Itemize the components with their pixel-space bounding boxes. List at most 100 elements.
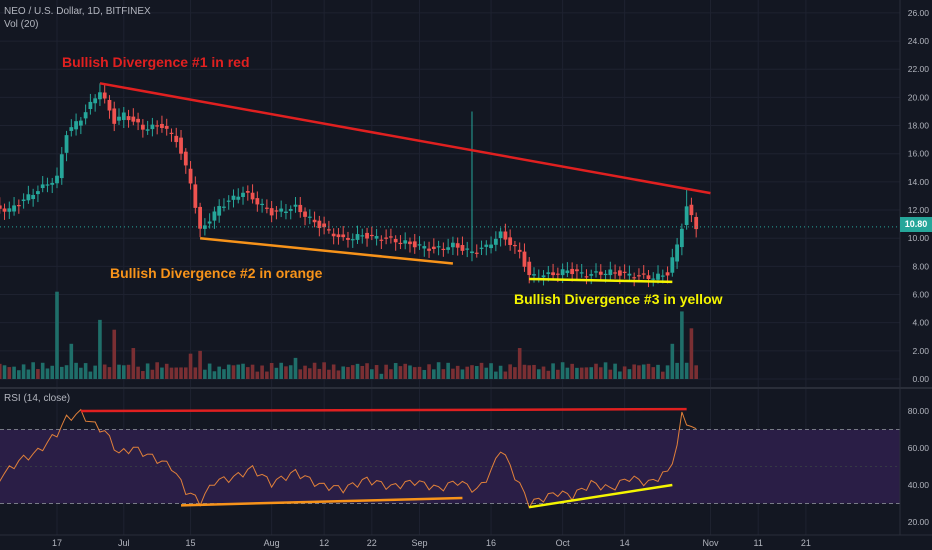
volume-bar xyxy=(288,365,293,379)
candle-body xyxy=(64,135,69,153)
volume-bar xyxy=(465,366,470,379)
volume-bar xyxy=(513,367,517,379)
candle-body xyxy=(594,271,598,273)
candle-body xyxy=(465,248,470,250)
candle-body xyxy=(303,211,307,217)
price-tick-label: 6.00 xyxy=(912,290,929,300)
candle-body xyxy=(169,132,174,134)
volume-bar xyxy=(346,367,350,379)
volume-bar xyxy=(389,369,393,379)
volume-bar xyxy=(656,364,660,379)
volume-bar xyxy=(484,367,489,379)
candle-body xyxy=(398,242,403,245)
candle-body xyxy=(131,116,136,122)
volume-bar xyxy=(632,364,636,379)
volume-bar xyxy=(522,364,527,379)
price-tick-label: 14.00 xyxy=(908,177,930,187)
volume-bar xyxy=(489,363,493,379)
candle-body xyxy=(40,184,45,189)
rsi-line xyxy=(0,408,697,509)
candle-body xyxy=(656,273,660,280)
time-tick-label: Jul xyxy=(118,538,130,548)
volume-bar xyxy=(141,371,145,379)
volume-bar xyxy=(517,348,522,379)
divergence-line-yellow-price xyxy=(529,277,673,284)
volume-bar xyxy=(203,369,207,379)
candle-body xyxy=(522,251,527,267)
volume-bar xyxy=(589,367,594,379)
volume-bar xyxy=(145,363,150,379)
candle-body xyxy=(451,242,455,248)
volume-bar xyxy=(102,364,107,379)
candle-body xyxy=(307,216,312,218)
volume-bar xyxy=(222,369,226,379)
volume-bar xyxy=(155,362,159,379)
candle-body xyxy=(689,204,694,216)
candle-body xyxy=(121,112,126,120)
volume-bar xyxy=(598,367,603,379)
candle-body xyxy=(622,271,627,273)
candle-body xyxy=(136,118,140,123)
volume-bar xyxy=(21,364,26,379)
volume-bar xyxy=(260,365,264,379)
candle-body xyxy=(78,120,83,126)
volume-bar xyxy=(408,365,412,379)
volume-bar xyxy=(660,371,665,379)
candle-body xyxy=(579,272,584,274)
volume-bar xyxy=(474,366,479,379)
price-tick-label: 0.00 xyxy=(912,374,929,384)
candle-body xyxy=(83,112,88,119)
candle-body xyxy=(226,200,231,202)
volume-bar xyxy=(241,363,245,379)
candle-body xyxy=(260,203,265,206)
annotation-divergence-2: Bullish Divergence #2 in orange xyxy=(110,265,323,281)
volume-bar xyxy=(579,367,584,379)
volume-bar xyxy=(451,368,455,379)
candle-body xyxy=(12,205,16,212)
volume-bar xyxy=(556,369,560,379)
volume-bar xyxy=(331,364,336,379)
candle-body xyxy=(584,276,589,278)
volume-bar xyxy=(150,369,155,379)
candle-body xyxy=(503,231,508,240)
volume-bar xyxy=(536,369,541,379)
volume-bar xyxy=(226,364,231,379)
candle-body xyxy=(431,246,436,249)
candle-body xyxy=(365,232,369,239)
volume-bar xyxy=(689,328,694,379)
volume-legend[interactable]: Vol (20) xyxy=(4,19,39,30)
volume-bar xyxy=(551,363,555,379)
divergence-line-red-rsi xyxy=(80,407,687,413)
volume-bar xyxy=(427,364,431,379)
candle-body xyxy=(474,252,479,254)
volume-bar xyxy=(393,363,398,379)
volume-bar xyxy=(494,371,498,379)
rsi-legend[interactable]: RSI (14, close) xyxy=(4,393,71,404)
volume-bar xyxy=(370,369,374,379)
time-tick-label: 22 xyxy=(367,538,377,548)
candle-body xyxy=(460,244,465,251)
candle-body xyxy=(384,237,389,239)
volume-bar xyxy=(198,350,202,379)
candle-body xyxy=(21,199,26,201)
candle-body xyxy=(660,275,665,277)
volume-bar xyxy=(308,368,312,379)
candle-body xyxy=(55,175,59,184)
volume-bar xyxy=(45,368,50,379)
volume-bar xyxy=(112,329,117,379)
volume-bar xyxy=(532,364,536,379)
candle-body xyxy=(279,208,284,212)
symbol-legend[interactable]: NEO / U.S. Dollar, 1D, BITFINEX xyxy=(4,6,151,17)
volume-bar xyxy=(50,365,55,379)
volume-bar xyxy=(498,365,503,379)
volume-bar xyxy=(670,343,675,379)
candle-body xyxy=(150,124,155,130)
candle-body xyxy=(617,270,622,276)
volume-bar xyxy=(126,364,131,379)
candle-body xyxy=(188,168,193,184)
volume-bar xyxy=(26,369,31,379)
volume-bar xyxy=(675,362,679,379)
price-tick-label: 24.00 xyxy=(908,36,930,46)
volume-bar xyxy=(350,365,355,379)
